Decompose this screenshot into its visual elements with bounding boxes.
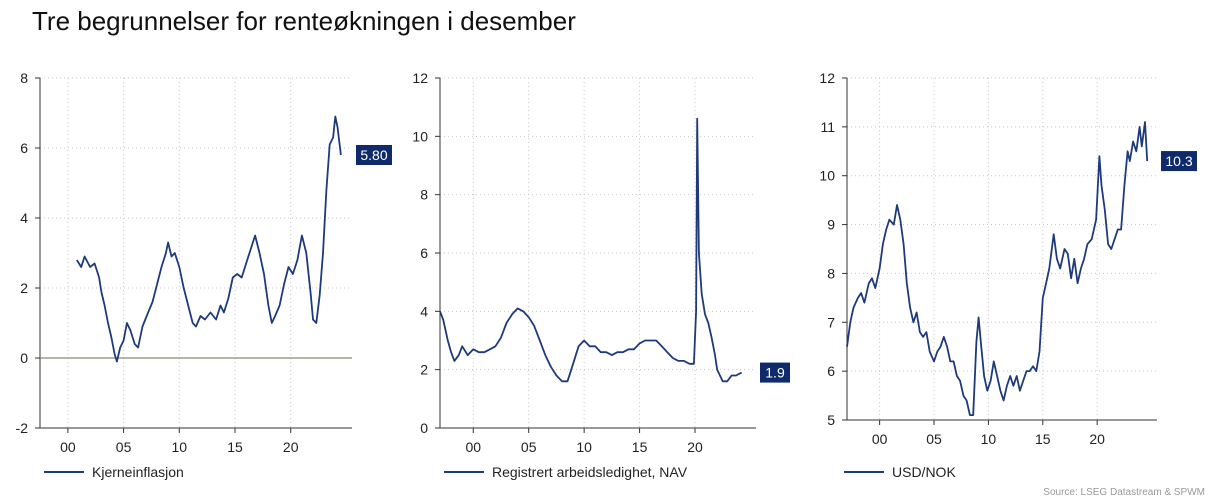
y-tick-label: 4 xyxy=(420,303,428,319)
y-tick-label: 5 xyxy=(827,412,835,428)
x-tick-label: 15 xyxy=(632,439,648,455)
y-tick-label: 8 xyxy=(420,187,428,203)
y-tick-label: -2 xyxy=(16,420,29,436)
chart-usdnok-svg: 5 6 7 8 9 10 11 12 00 05 10 15 20 10.3 xyxy=(819,70,1197,447)
legend-usdnok: USD/NOK xyxy=(844,464,956,480)
chart-panel-unemployment: 0 2 4 6 8 10 12 00 05 10 15 20 1.9 Registrert arbeid… xyxy=(400,58,800,488)
x-tick-label: 05 xyxy=(521,439,537,455)
x-tick-label: 05 xyxy=(116,439,132,455)
x-tick-label: 20 xyxy=(283,439,299,455)
end-value-label: 10.3 xyxy=(1165,153,1192,169)
source-note: Source: LSEG Datastream & SPWM xyxy=(1043,487,1205,498)
end-value-box xyxy=(1161,151,1197,172)
y-tick-label: 7 xyxy=(827,314,835,330)
x-tick-label: 10 xyxy=(576,439,592,455)
series-line xyxy=(846,121,1149,416)
y-tick-label: 4 xyxy=(20,210,28,226)
legend-core-inflation: Kjerneinflasjon xyxy=(44,464,184,480)
legend-label: USD/NOK xyxy=(892,464,956,480)
x-tick-label: 10 xyxy=(981,431,997,447)
y-tick-label: 10 xyxy=(819,168,835,184)
chart-panel-usdnok: 5 6 7 8 9 10 11 12 00 05 10 15 20 10.3 USD/NOK xyxy=(800,58,1200,488)
y-tick-label: 10 xyxy=(412,128,428,144)
x-tick-label: 15 xyxy=(227,439,243,455)
x-tick-label: 00 xyxy=(60,439,76,455)
y-tick-label: 11 xyxy=(820,119,835,135)
y-tick-label: 8 xyxy=(20,70,28,86)
y-tick-label: 2 xyxy=(20,280,28,296)
chart-unemployment-svg: 0 2 4 6 8 10 12 00 05 10 15 20 1.9 xyxy=(412,70,790,455)
x-tick-label: 00 xyxy=(465,439,481,455)
legend-swatch xyxy=(844,471,884,473)
legend-label: Kjerneinflasjon xyxy=(92,464,184,480)
y-tick-label: 0 xyxy=(20,350,28,366)
end-value-box xyxy=(356,145,392,165)
x-tick-label: 20 xyxy=(687,439,703,455)
legend-swatch xyxy=(44,471,84,473)
x-tick-label: 00 xyxy=(872,431,888,447)
x-tick-label: 10 xyxy=(171,439,187,455)
y-tick-label: 12 xyxy=(412,70,428,86)
legend-swatch xyxy=(444,471,484,473)
series-line xyxy=(76,115,342,363)
end-value-label: 5.80 xyxy=(360,147,387,163)
x-tick-label: 20 xyxy=(1089,431,1105,447)
y-tick-label: 9 xyxy=(827,217,835,233)
x-tick-label: 05 xyxy=(926,431,942,447)
y-tick-label: 6 xyxy=(827,363,835,379)
y-tick-label: 8 xyxy=(827,265,835,281)
x-tick-label: 15 xyxy=(1035,431,1051,447)
legend-label: Registrert arbeidsledighet, NAV xyxy=(492,464,688,480)
y-tick-label: 6 xyxy=(420,245,428,261)
end-value-label: 1.9 xyxy=(765,365,785,381)
chart-panel-core-inflation: -2 0 2 4 6 8 00 05 10 15 20 5.80 Kjerneinflasjon xyxy=(0,58,400,488)
series-line xyxy=(439,117,743,383)
y-tick-label: 2 xyxy=(420,362,428,378)
chart-core-inflation-svg: -2 0 2 4 6 8 00 05 10 15 20 5.80 xyxy=(16,70,392,455)
y-tick-label: 6 xyxy=(20,140,28,156)
chart-title: Tre begrunnelser for renteøkningen i des… xyxy=(32,6,576,36)
end-value-box xyxy=(760,362,790,383)
y-tick-label: 12 xyxy=(819,70,835,86)
legend-unemployment: Registrert arbeidsledighet, NAV xyxy=(444,464,687,480)
y-tick-label: 0 xyxy=(420,420,428,436)
